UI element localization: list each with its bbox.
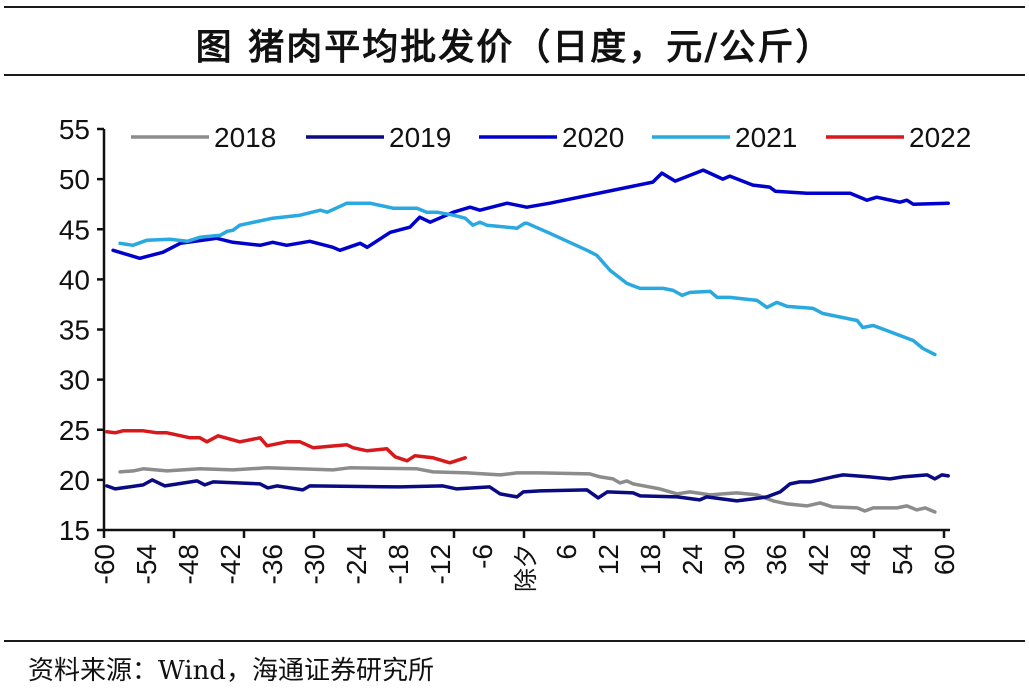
x-tick-label: -36 [257, 544, 288, 584]
source-note: 资料来源：Wind，海通证券研究所 [28, 656, 434, 686]
series-line-2021 [118, 201, 937, 357]
x-tick-label: -30 [299, 544, 330, 584]
x-tick-label: -54 [131, 544, 162, 584]
y-tick-label: 20 [59, 465, 90, 496]
y-tick-label: 45 [59, 214, 90, 245]
x-tick-label: 54 [887, 544, 918, 575]
title-rule [4, 74, 1025, 76]
x-tick-label: -60 [89, 544, 120, 584]
y-tick-label: 25 [59, 415, 90, 446]
y-tick-label: 50 [59, 164, 90, 195]
x-tick-label: 60 [929, 544, 960, 575]
x-tick-label: 12 [593, 544, 624, 575]
legend-item-2020: 2020 [479, 122, 624, 153]
x-tick-label: -24 [341, 544, 372, 584]
x-tick-label: -18 [383, 544, 414, 584]
legend-item-2018: 2018 [131, 122, 276, 153]
x-tick-label: 6 [551, 544, 582, 560]
legend-label: 2020 [562, 122, 624, 153]
legend-label: 2019 [389, 122, 451, 153]
y-tick-label: 55 [59, 114, 90, 145]
x-tick-label: -6 [467, 544, 498, 569]
y-tick-label: 30 [59, 365, 90, 396]
y-tick-label: 35 [59, 315, 90, 346]
x-tick-label: 除夕 [512, 544, 540, 592]
top-rule [4, 6, 1025, 8]
series-lines [105, 168, 950, 514]
x-tick-label: -12 [425, 544, 456, 584]
x-tick-label: -48 [173, 544, 204, 584]
y-tick-label: 40 [59, 264, 90, 295]
legend-item-2019: 2019 [306, 122, 451, 153]
legend-item-2021: 2021 [652, 122, 797, 153]
y-tick-label: 15 [59, 515, 90, 546]
legend-label: 2022 [909, 122, 971, 153]
legend-label: 2021 [735, 122, 797, 153]
x-tick-label: 24 [677, 544, 708, 575]
series-line-2018 [118, 466, 937, 514]
x-tick-label: 48 [845, 544, 876, 575]
chart-title: 图 猪肉平均批发价（日度，元/公斤） [195, 26, 834, 68]
legend-label: 2018 [214, 122, 276, 153]
series-line-2019 [105, 473, 950, 503]
x-tick-label: 18 [635, 544, 666, 575]
legend: 2018 2019 2020 2021 2022 [131, 122, 971, 153]
x-tick-label: 30 [719, 544, 750, 575]
x-tick-label: 36 [761, 544, 792, 575]
x-tick-label: 42 [803, 544, 834, 575]
series-line-2020 [111, 168, 950, 261]
legend-item-2022: 2022 [826, 122, 971, 153]
x-tick-label: -42 [215, 544, 246, 584]
source-rule [4, 640, 1025, 642]
series-line-2022 [105, 429, 467, 465]
